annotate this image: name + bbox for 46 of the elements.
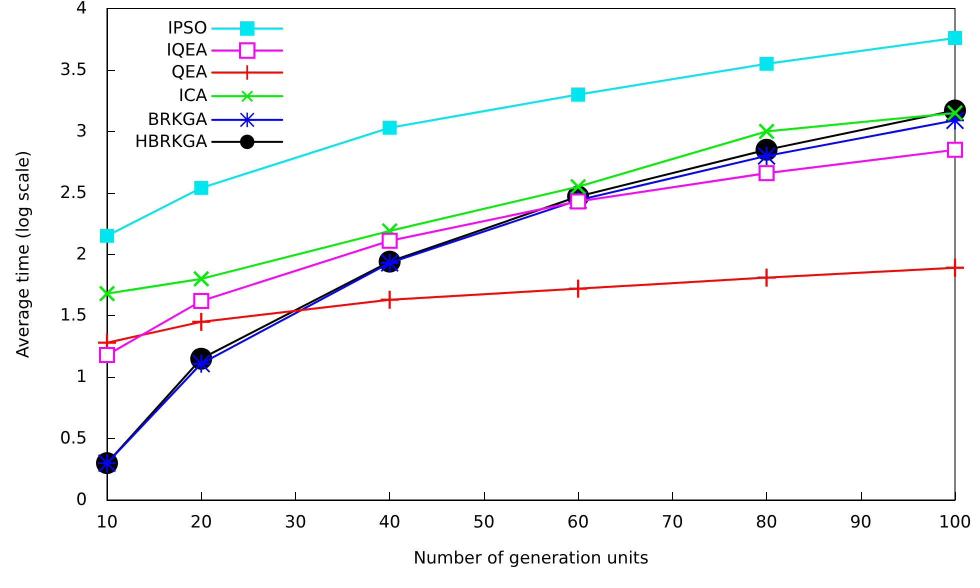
point bbox=[192, 312, 210, 331]
point bbox=[194, 180, 208, 195]
legend-label: IPSO bbox=[168, 18, 208, 38]
point bbox=[193, 292, 210, 309]
point bbox=[569, 280, 588, 298]
y-tick-label: 0 bbox=[76, 490, 87, 510]
point bbox=[760, 56, 774, 71]
x-axis-title: Number of generation units bbox=[413, 548, 649, 568]
y-tick-label: 2 bbox=[76, 244, 87, 264]
legend-label: HBRKGA bbox=[134, 132, 208, 152]
y-tick-label: 3.5 bbox=[60, 60, 87, 80]
point bbox=[99, 347, 115, 364]
y-tick-label: 1 bbox=[76, 367, 87, 388]
y-tick-label: 0.5 bbox=[60, 428, 87, 449]
point bbox=[571, 88, 586, 102]
legend-label: QEA bbox=[171, 62, 208, 82]
x-tick-label: 60 bbox=[567, 512, 589, 532]
legend-label: ICA bbox=[178, 86, 208, 106]
point bbox=[382, 120, 397, 135]
point bbox=[382, 232, 398, 249]
x-tick-label: 100 bbox=[938, 512, 972, 532]
point bbox=[758, 123, 774, 140]
point bbox=[947, 142, 963, 158]
point bbox=[193, 270, 210, 287]
y-tick-label: 4 bbox=[76, 0, 87, 18]
x-tick-label: 30 bbox=[284, 512, 306, 532]
x-tick-label: 90 bbox=[850, 512, 872, 532]
point bbox=[758, 165, 775, 182]
y-tick-label: 3 bbox=[76, 121, 87, 142]
point bbox=[758, 268, 776, 287]
point bbox=[946, 258, 964, 277]
legend-label: BRKGA bbox=[148, 110, 208, 130]
x-tick-label: 40 bbox=[378, 512, 400, 532]
legend-label: IQEA bbox=[166, 40, 208, 60]
y-tick-label: 1.5 bbox=[60, 306, 87, 326]
point bbox=[100, 228, 114, 243]
y-tick-label: 2.5 bbox=[60, 182, 87, 203]
x-tick-label: 70 bbox=[662, 512, 684, 532]
point bbox=[380, 290, 399, 309]
x-tick-label: 10 bbox=[96, 512, 118, 532]
x-tick-label: 50 bbox=[473, 512, 495, 532]
point bbox=[948, 30, 962, 45]
x-tick-label: 80 bbox=[756, 512, 778, 532]
y-axis-title: Average time (log scale) bbox=[14, 150, 34, 358]
point bbox=[99, 286, 115, 302]
x-tick-label: 20 bbox=[190, 512, 212, 532]
